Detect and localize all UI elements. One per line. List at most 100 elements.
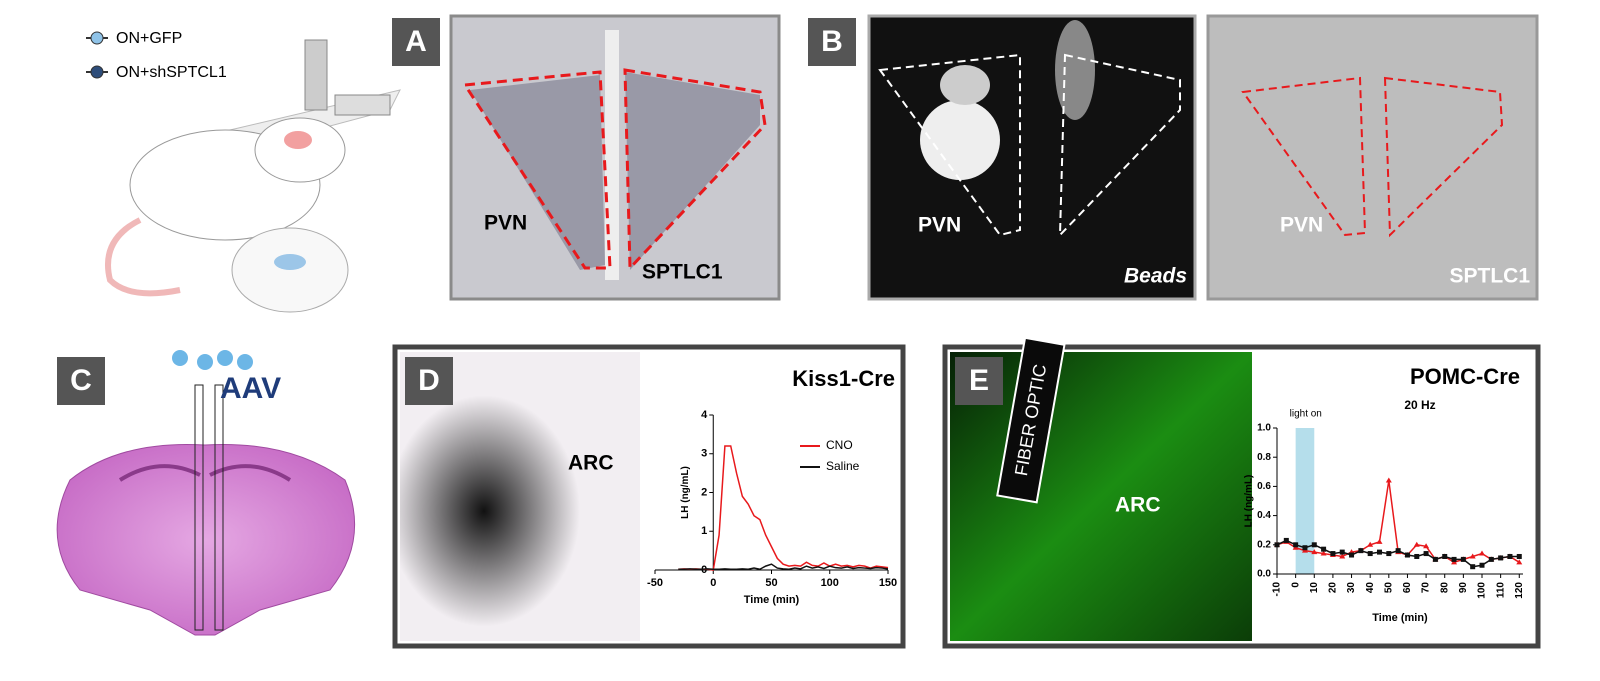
data-point bbox=[1339, 553, 1346, 559]
x-tick-label: -10 bbox=[1272, 582, 1283, 597]
data-point bbox=[1321, 546, 1327, 552]
data-point bbox=[1470, 564, 1476, 570]
data-point bbox=[1460, 556, 1466, 562]
x-tick-label: 90 bbox=[1458, 582, 1469, 594]
panel-letter-box bbox=[392, 18, 440, 66]
x-tick-label: 0 bbox=[710, 577, 716, 589]
x-tick-label: 120 bbox=[1514, 582, 1525, 599]
x-axis-label: Time (min) bbox=[1372, 612, 1428, 624]
y-tick-label: 1.0 bbox=[1257, 423, 1271, 434]
y-axis-label: LH (ng/mL) bbox=[680, 466, 691, 519]
data-point bbox=[1311, 549, 1318, 555]
x-tick-label: 70 bbox=[1421, 582, 1432, 594]
y-tick-label: 0.2 bbox=[1257, 539, 1271, 550]
data-point bbox=[1516, 559, 1523, 565]
data-point bbox=[1479, 550, 1485, 556]
legend-label: CNO bbox=[826, 438, 853, 452]
region-label: ARC bbox=[568, 452, 614, 475]
chart-subtitle: 20 Hz bbox=[1404, 398, 1435, 412]
data-point bbox=[1274, 542, 1280, 548]
x-tick-label: 50 bbox=[1383, 582, 1394, 594]
data-line bbox=[678, 445, 889, 571]
brain-section bbox=[56, 350, 356, 636]
x-tick-label: 150 bbox=[879, 577, 897, 589]
x-tick-label: 60 bbox=[1402, 582, 1413, 594]
x-tick-label: 110 bbox=[1495, 582, 1506, 599]
data-point bbox=[1367, 551, 1373, 557]
panel-letter-box bbox=[405, 357, 453, 405]
region-label: PVN bbox=[918, 214, 961, 237]
region-label: ARC bbox=[1115, 494, 1161, 517]
x-tick-label: -50 bbox=[647, 577, 663, 589]
x-axis-label: Time (min) bbox=[744, 594, 800, 606]
data-point bbox=[1339, 549, 1345, 555]
panel-letter: B bbox=[821, 25, 843, 58]
data-point bbox=[1367, 541, 1374, 547]
data-point bbox=[1451, 556, 1457, 562]
data-point bbox=[1488, 556, 1494, 562]
data-point bbox=[1376, 538, 1383, 544]
x-tick-label: 30 bbox=[1346, 582, 1357, 594]
panel-letter: A bbox=[405, 25, 427, 58]
data-point bbox=[1479, 562, 1485, 568]
panel-letter: D bbox=[418, 364, 440, 397]
region-label: AAV bbox=[220, 372, 281, 405]
x-tick-label: 40 bbox=[1365, 582, 1376, 594]
chart-title: POMC-Cre bbox=[1410, 364, 1520, 389]
data-point bbox=[1311, 542, 1317, 548]
y-tick-label: 0.8 bbox=[1257, 452, 1271, 463]
data-point bbox=[1498, 555, 1504, 561]
data-point bbox=[1377, 549, 1382, 555]
region-label: SPTLC1 bbox=[1449, 265, 1530, 288]
data-point bbox=[1432, 556, 1438, 562]
panel-letter-box bbox=[955, 357, 1003, 405]
data-point bbox=[1469, 553, 1476, 559]
annotation: light on bbox=[1290, 409, 1322, 420]
y-tick-label: 0.4 bbox=[1257, 510, 1271, 521]
data-point bbox=[1293, 542, 1299, 548]
micrograph bbox=[1206, 14, 1539, 301]
data-point bbox=[1404, 552, 1410, 558]
panel-letter-box bbox=[808, 18, 856, 66]
data-point bbox=[1395, 548, 1401, 554]
x-tick-label: 100 bbox=[1477, 582, 1488, 599]
x-tick-label: 50 bbox=[765, 577, 777, 589]
data-point bbox=[1330, 551, 1336, 557]
data-point bbox=[1414, 553, 1420, 559]
data-point bbox=[1349, 552, 1355, 558]
data-line bbox=[678, 563, 889, 571]
x-tick-label: 80 bbox=[1439, 582, 1450, 594]
panel-letter-box bbox=[57, 357, 105, 405]
x-tick-label: 100 bbox=[821, 577, 839, 589]
data-point bbox=[1386, 551, 1392, 557]
data-point bbox=[1413, 541, 1420, 547]
x-tick-label: 10 bbox=[1309, 582, 1320, 594]
data-point bbox=[1320, 550, 1327, 556]
chart-title: Kiss1-Cre bbox=[792, 366, 895, 391]
micrograph bbox=[867, 14, 1197, 301]
region-label: SPTLC1 bbox=[642, 261, 723, 284]
data-point bbox=[1516, 553, 1522, 559]
stimulus-shade bbox=[1295, 428, 1315, 574]
data-point bbox=[1302, 545, 1308, 551]
y-tick-label: 3 bbox=[701, 448, 707, 460]
x-tick-label: 0 bbox=[1290, 582, 1301, 588]
panel-letter: E bbox=[969, 364, 989, 397]
region-label: PVN bbox=[484, 212, 527, 235]
panel-letter: C bbox=[70, 364, 92, 397]
data-point bbox=[1283, 537, 1289, 543]
legend-label: ON+shSPTCL1 bbox=[116, 64, 227, 81]
legend-label: ON+GFP bbox=[116, 30, 182, 47]
data-point bbox=[1442, 553, 1448, 559]
data-point bbox=[1423, 551, 1429, 557]
y-tick-label: 2 bbox=[701, 486, 707, 498]
y-tick-label: 1 bbox=[701, 525, 707, 537]
x-tick-label: 20 bbox=[1328, 582, 1339, 594]
mouse-illustration bbox=[105, 39, 401, 313]
data-point bbox=[1507, 553, 1513, 559]
y-tick-label: 4 bbox=[701, 409, 708, 421]
data-point bbox=[1385, 477, 1392, 483]
legend: ON+GFP ON+shSPTCL1 bbox=[86, 30, 227, 81]
y-tick-label: 0.6 bbox=[1257, 481, 1271, 492]
y-tick-label: 0.0 bbox=[1257, 569, 1271, 580]
